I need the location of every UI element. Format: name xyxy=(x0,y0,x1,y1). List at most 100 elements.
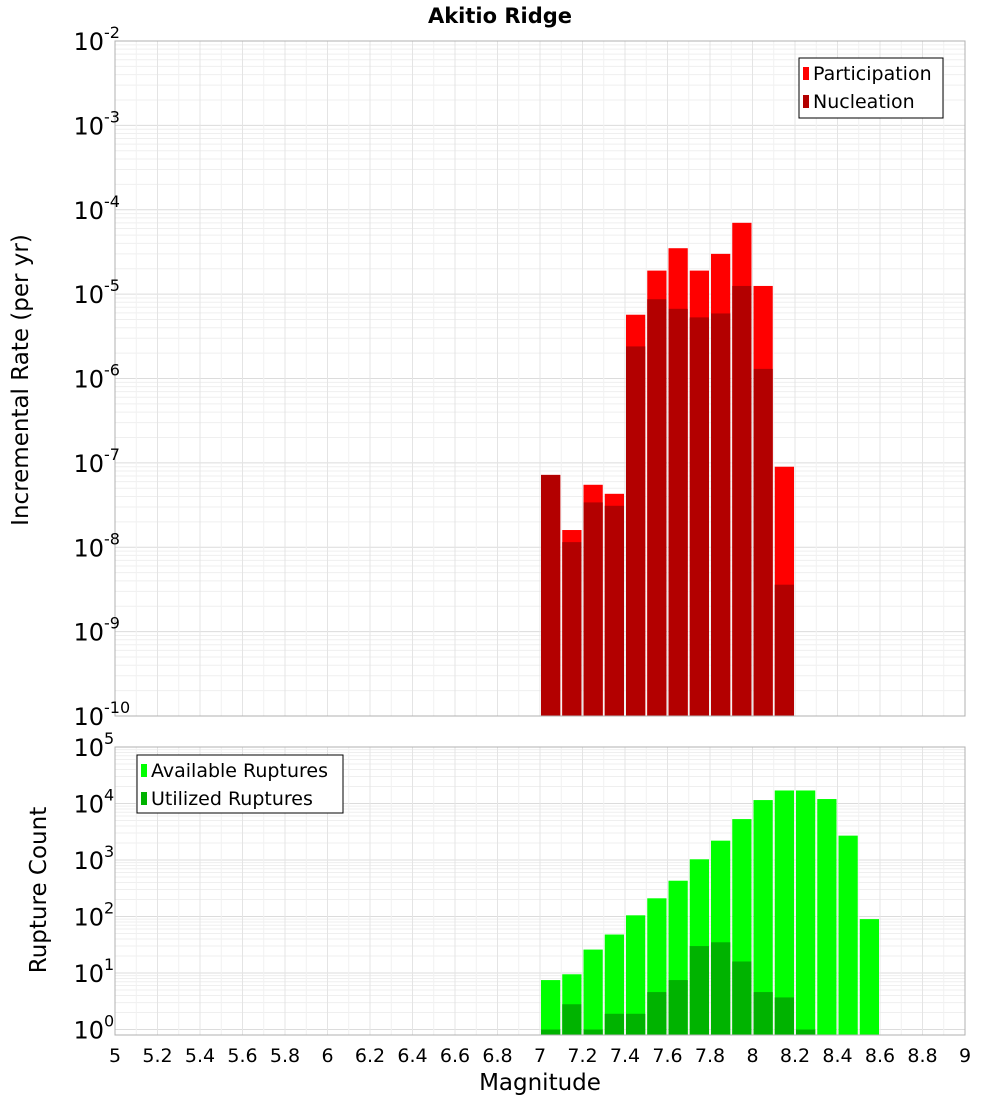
plot-border xyxy=(114,746,966,1036)
bar-utilized-ruptures xyxy=(753,992,773,1035)
bar-utilized-ruptures xyxy=(604,1013,624,1035)
y-tick-label: 10 xyxy=(73,703,104,731)
legend-label: Nucleation xyxy=(813,91,915,113)
y-tick-exponent: 2 xyxy=(104,899,114,918)
x-tick-label: 7.6 xyxy=(652,1045,682,1067)
y-tick-label: 10 xyxy=(73,619,104,647)
y-tick-exponent: -3 xyxy=(104,107,120,126)
x-tick-label: 6.4 xyxy=(397,1045,427,1067)
legend: Available Ruptures Utilized Ruptures xyxy=(136,754,344,814)
x-tick-label: 5.6 xyxy=(227,1045,257,1067)
x-tick-label: 5 xyxy=(109,1045,121,1067)
x-tick-label: 8.6 xyxy=(865,1045,895,1067)
bar-available-ruptures xyxy=(817,799,837,1035)
y-tick-exponent: 4 xyxy=(104,786,114,805)
bar-utilized-ruptures xyxy=(583,1029,603,1035)
x-tick-label: 9 xyxy=(959,1045,971,1067)
bar-available-ruptures xyxy=(838,835,858,1035)
x-tick-label: 7 xyxy=(534,1045,546,1067)
legend-box xyxy=(798,57,944,119)
y-tick-label: 10 xyxy=(73,281,104,309)
y-tick-exponent: 5 xyxy=(104,729,114,748)
y-tick-exponent: -6 xyxy=(104,361,120,380)
y-tick-label: 10 xyxy=(73,450,104,478)
legend-swatch xyxy=(803,67,809,80)
legend-label: Utilized Ruptures xyxy=(151,788,313,810)
x-tick-label: 5.4 xyxy=(185,1045,215,1067)
bar-utilized-ruptures xyxy=(562,1004,582,1035)
y-tick-label: 10 xyxy=(73,534,104,562)
bar-available-ruptures xyxy=(604,934,624,1035)
x-tick-label: 7.4 xyxy=(610,1045,640,1067)
bar-utilized-ruptures xyxy=(774,997,794,1035)
bar-utilized-ruptures xyxy=(732,961,752,1035)
bar-utilized-ruptures xyxy=(711,942,731,1035)
y-tick-label: 10 xyxy=(73,960,104,988)
bar-nucleation xyxy=(711,313,731,716)
y-tick-exponent: 1 xyxy=(104,955,114,974)
y-tick-label: 10 xyxy=(73,791,104,819)
bar-nucleation xyxy=(626,346,646,716)
bar-nucleation xyxy=(541,474,561,716)
y-tick-label: 10 xyxy=(73,847,104,875)
bar-utilized-ruptures xyxy=(541,1029,561,1035)
bar-nucleation xyxy=(604,505,624,716)
bar-available-ruptures xyxy=(583,949,603,1035)
x-tick-label: 7.8 xyxy=(695,1045,725,1067)
bar-utilized-ruptures xyxy=(668,980,688,1035)
legend-label: Participation xyxy=(813,63,932,85)
bar-nucleation xyxy=(562,542,582,716)
x-tick-label: 6 xyxy=(321,1045,333,1067)
y-tick-label: 10 xyxy=(73,112,104,140)
x-tick-label: 5.8 xyxy=(270,1045,300,1067)
y-tick-exponent: -9 xyxy=(104,614,120,633)
bar-available-ruptures xyxy=(796,790,816,1035)
x-tick-label: 6.8 xyxy=(482,1045,512,1067)
bar-available-ruptures xyxy=(774,790,794,1035)
bar-available-ruptures xyxy=(859,919,879,1035)
bar-utilized-ruptures xyxy=(796,1029,816,1035)
y-tick-exponent: -8 xyxy=(104,529,120,548)
bar-nucleation xyxy=(753,368,773,716)
x-tick-label: 6.2 xyxy=(355,1045,385,1067)
top-y-axis-label: Incremental Rate (per yr) xyxy=(8,234,34,526)
bar-utilized-ruptures xyxy=(647,992,667,1035)
bar-nucleation xyxy=(647,299,667,716)
y-tick-exponent: 0 xyxy=(104,1012,114,1031)
y-tick-exponent: 3 xyxy=(104,842,114,861)
x-axis-label: Magnitude xyxy=(479,1070,601,1096)
bar-nucleation xyxy=(774,584,794,716)
x-tick-label: 7.2 xyxy=(567,1045,597,1067)
y-tick-label: 10 xyxy=(73,366,104,394)
legend-swatch xyxy=(141,764,147,777)
x-tick-label: 5.2 xyxy=(142,1045,172,1067)
bar-nucleation xyxy=(732,285,752,716)
y-tick-label: 10 xyxy=(73,1017,104,1045)
y-tick-exponent: -5 xyxy=(104,276,120,295)
legend-box xyxy=(136,754,344,814)
plot-border xyxy=(114,40,966,717)
bar-available-ruptures xyxy=(753,800,773,1035)
bottom-y-axis-label: Rupture Count xyxy=(26,807,52,973)
y-tick-exponent: -2 xyxy=(104,23,120,42)
legend-label: Available Ruptures xyxy=(151,760,328,782)
bar-available-ruptures xyxy=(626,915,646,1035)
legend-swatch xyxy=(803,95,809,108)
y-tick-label: 10 xyxy=(73,28,104,56)
x-tick-label: 6.6 xyxy=(440,1045,470,1067)
legend: Participation Nucleation xyxy=(798,57,944,119)
bar-nucleation xyxy=(689,317,709,716)
y-tick-exponent: -10 xyxy=(104,698,130,717)
y-tick-label: 10 xyxy=(73,904,104,932)
x-tick-label: 8.4 xyxy=(822,1045,852,1067)
bar-utilized-ruptures xyxy=(626,1013,646,1035)
y-tick-label: 10 xyxy=(73,197,104,225)
bottom-plot-area: 10 010 110 210 310 410 55 5.2 5.4 5.6 5.8 6 6.2 6.4 6.… xyxy=(73,729,971,1067)
bar-utilized-ruptures xyxy=(689,946,709,1035)
x-tick-label: 8.8 xyxy=(907,1045,937,1067)
y-tick-exponent: -7 xyxy=(104,445,120,464)
x-tick-label: 8.2 xyxy=(780,1045,810,1067)
bar-available-ruptures xyxy=(541,980,561,1035)
bar-nucleation xyxy=(668,308,688,716)
